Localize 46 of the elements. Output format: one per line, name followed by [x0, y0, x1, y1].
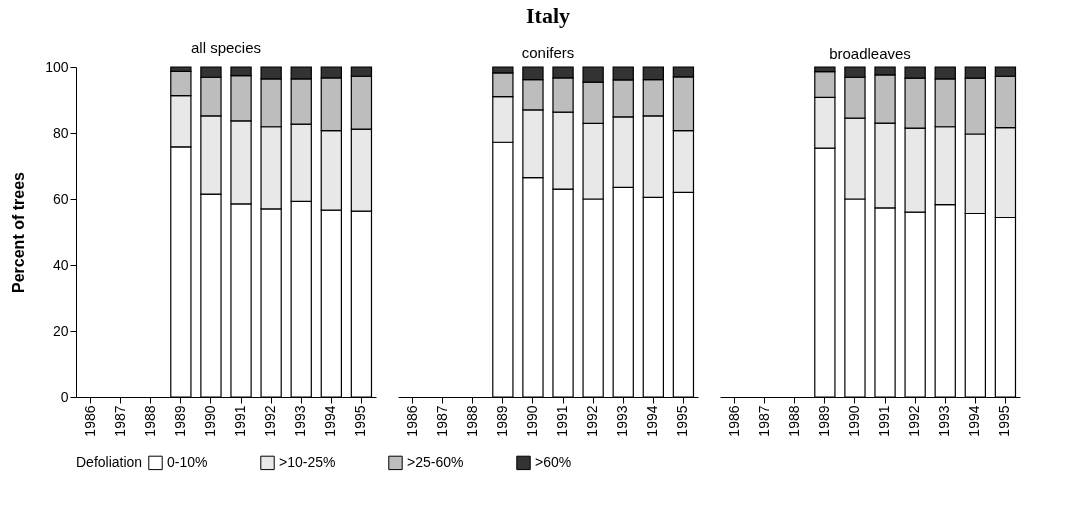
y-tick-label: 40	[52, 256, 69, 273]
chart-title: Italy	[526, 3, 570, 29]
x-tick-label: 1988	[463, 405, 480, 437]
y-tick-label: 20	[52, 322, 69, 339]
y-tick-label: 60	[52, 190, 69, 207]
x-tick-label: 1992	[906, 405, 923, 437]
x-tick-label: 1986	[403, 405, 420, 437]
x-tick-label: 1986	[725, 405, 742, 437]
y-tick-label: 80	[52, 124, 69, 141]
x-tick-label: 1990	[201, 405, 218, 437]
x-tick-label: 1990	[845, 405, 862, 437]
x-tick-label: 1987	[755, 405, 772, 437]
y-tick-label: 100	[45, 58, 69, 75]
x-tick-label: 1991	[232, 405, 249, 437]
y-axis-title: Percent of trees	[10, 171, 28, 293]
x-tick-label: 1988	[785, 405, 802, 437]
legend-label: >25-60%	[407, 453, 464, 470]
x-tick-label: 1994	[644, 405, 661, 437]
x-tick-label: 1994	[966, 405, 983, 437]
x-tick-label: 1992	[262, 405, 279, 437]
legend-title: Defoliation	[76, 454, 143, 470]
chart-subtitle: conifers	[521, 44, 575, 62]
y-tick-label: 0	[60, 388, 69, 405]
x-tick-label: 1987	[433, 405, 450, 437]
x-tick-label: 1995	[674, 405, 691, 437]
x-tick-label: 1993	[292, 405, 309, 437]
x-tick-label: 1991	[876, 405, 893, 437]
x-tick-label: 1989	[171, 405, 188, 437]
x-tick-label: 1987	[111, 405, 128, 437]
x-tick-label: 1995	[352, 405, 369, 437]
x-tick-label: 1986	[81, 405, 98, 437]
x-tick-label: 1995	[996, 405, 1013, 437]
x-tick-label: 1994	[322, 405, 339, 437]
x-tick-label: 1988	[141, 405, 158, 437]
x-tick-label: 1992	[584, 405, 601, 437]
legend-label: >10-25%	[279, 453, 336, 470]
x-tick-label: 1993	[936, 405, 953, 437]
x-tick-label: 1993	[614, 405, 631, 437]
x-tick-label: 1989	[493, 405, 510, 437]
x-tick-label: 1989	[815, 405, 832, 437]
legend-label: >60%	[535, 453, 572, 470]
chart-subtitle: all species	[190, 39, 262, 56]
legend-label: 0-10%	[167, 453, 208, 470]
x-tick-label: 1991	[554, 405, 571, 437]
chart-subtitle: broadleaves	[829, 45, 911, 63]
x-tick-label: 1990	[523, 405, 540, 437]
